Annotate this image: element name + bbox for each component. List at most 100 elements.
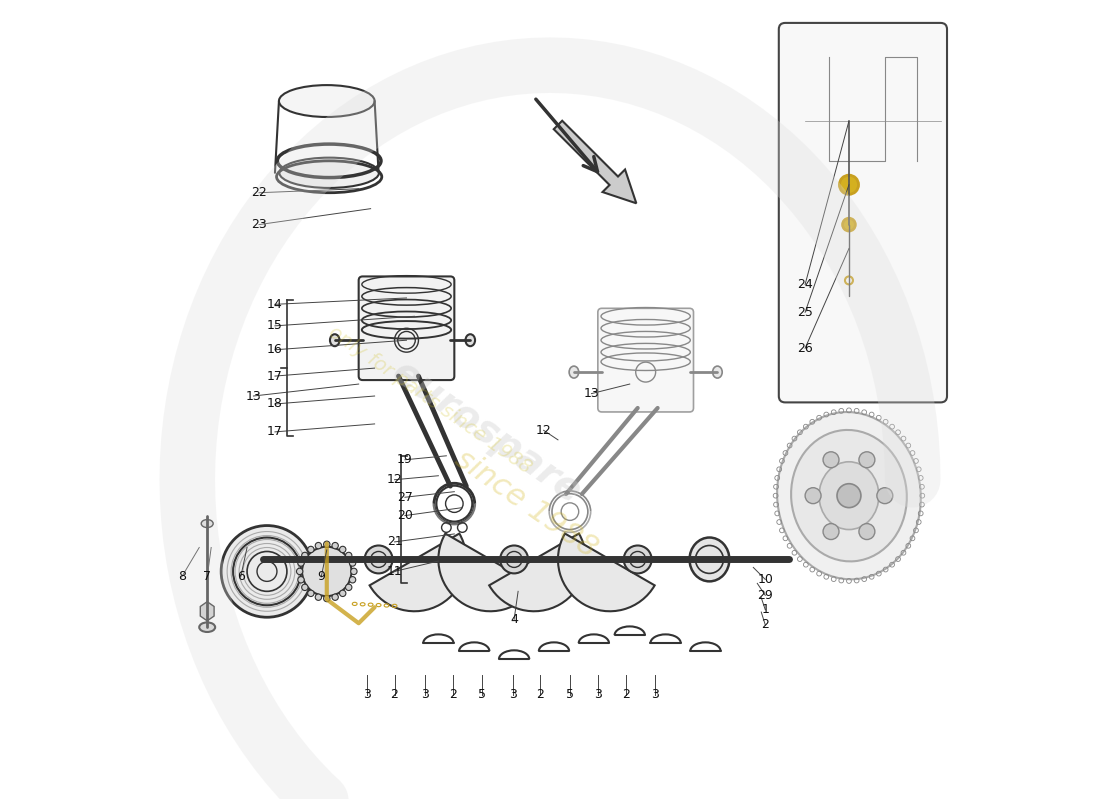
Text: 17: 17 (267, 370, 283, 382)
FancyBboxPatch shape (779, 23, 947, 402)
Text: 2: 2 (761, 618, 769, 631)
Text: 27: 27 (397, 490, 412, 504)
Text: 17: 17 (267, 426, 283, 438)
Circle shape (332, 594, 339, 600)
Circle shape (823, 523, 839, 539)
Text: 3: 3 (508, 689, 517, 702)
Text: 29: 29 (758, 589, 773, 602)
Text: only for parts since 1988: only for parts since 1988 (326, 322, 536, 478)
Text: 12: 12 (387, 474, 403, 486)
Text: 23: 23 (251, 218, 267, 231)
Text: 3: 3 (594, 689, 602, 702)
Text: 2: 2 (390, 689, 398, 702)
Ellipse shape (569, 366, 579, 378)
Ellipse shape (465, 334, 475, 346)
Text: 3: 3 (363, 689, 371, 702)
Circle shape (308, 590, 314, 597)
Text: 24: 24 (798, 278, 813, 291)
Circle shape (843, 218, 856, 231)
Ellipse shape (201, 519, 213, 527)
Text: 3: 3 (651, 689, 659, 702)
Text: 26: 26 (798, 342, 813, 354)
Text: 12: 12 (536, 424, 551, 437)
Circle shape (323, 595, 330, 602)
Text: 16: 16 (267, 343, 283, 356)
Wedge shape (439, 534, 535, 611)
Text: 9: 9 (317, 570, 326, 583)
Circle shape (823, 452, 839, 468)
Text: 7: 7 (204, 570, 211, 583)
Text: eurospare: eurospare (384, 353, 588, 511)
Polygon shape (200, 602, 214, 621)
Circle shape (316, 542, 321, 549)
Text: 14: 14 (267, 298, 283, 311)
Text: 2: 2 (449, 689, 456, 702)
Text: 2: 2 (621, 689, 629, 702)
Circle shape (332, 542, 339, 549)
Ellipse shape (279, 85, 375, 117)
Circle shape (340, 546, 345, 553)
Ellipse shape (330, 334, 340, 346)
Text: since 1988: since 1988 (450, 444, 603, 563)
Ellipse shape (820, 462, 879, 530)
Ellipse shape (500, 546, 528, 574)
Circle shape (298, 560, 305, 566)
Circle shape (837, 484, 861, 508)
Ellipse shape (439, 543, 471, 575)
Circle shape (350, 577, 355, 583)
Circle shape (340, 590, 345, 597)
Text: 4: 4 (510, 613, 518, 626)
Circle shape (351, 568, 358, 574)
Text: 22: 22 (251, 186, 267, 199)
Circle shape (316, 594, 321, 600)
Circle shape (859, 523, 874, 539)
Text: 18: 18 (267, 398, 283, 410)
Circle shape (859, 452, 874, 468)
Wedge shape (370, 534, 466, 611)
Text: 5: 5 (478, 689, 486, 702)
Circle shape (301, 552, 308, 558)
Ellipse shape (791, 430, 906, 562)
Text: 6: 6 (236, 570, 244, 583)
Circle shape (297, 568, 302, 574)
Text: 1: 1 (761, 603, 769, 616)
Text: 21: 21 (387, 535, 403, 549)
Text: 20: 20 (397, 509, 412, 522)
Text: 13: 13 (245, 390, 262, 402)
Text: 5: 5 (565, 689, 574, 702)
Ellipse shape (279, 158, 379, 188)
Circle shape (839, 175, 858, 194)
Text: 15: 15 (267, 319, 283, 332)
Ellipse shape (221, 526, 312, 618)
Ellipse shape (199, 622, 216, 632)
Ellipse shape (364, 546, 393, 574)
Text: 19: 19 (397, 454, 412, 466)
Text: 8: 8 (178, 570, 186, 583)
Text: 11: 11 (387, 565, 403, 578)
Circle shape (350, 560, 355, 566)
Ellipse shape (554, 543, 586, 575)
Ellipse shape (777, 412, 921, 579)
Circle shape (323, 541, 330, 547)
Circle shape (298, 577, 305, 583)
Ellipse shape (624, 546, 651, 574)
FancyBboxPatch shape (359, 277, 454, 380)
Circle shape (345, 552, 352, 558)
Wedge shape (558, 534, 654, 611)
Ellipse shape (690, 538, 729, 582)
Text: 25: 25 (798, 306, 813, 319)
Ellipse shape (713, 366, 723, 378)
Text: 3: 3 (421, 689, 429, 702)
Circle shape (308, 546, 314, 553)
Text: 10: 10 (757, 573, 773, 586)
Ellipse shape (302, 546, 352, 596)
Circle shape (877, 488, 893, 504)
Wedge shape (490, 534, 586, 611)
FancyArrow shape (553, 121, 636, 203)
Text: 2: 2 (537, 689, 544, 702)
FancyBboxPatch shape (597, 308, 693, 412)
Circle shape (301, 584, 308, 590)
Text: 13: 13 (584, 387, 600, 400)
Circle shape (805, 488, 821, 504)
Circle shape (345, 584, 352, 590)
